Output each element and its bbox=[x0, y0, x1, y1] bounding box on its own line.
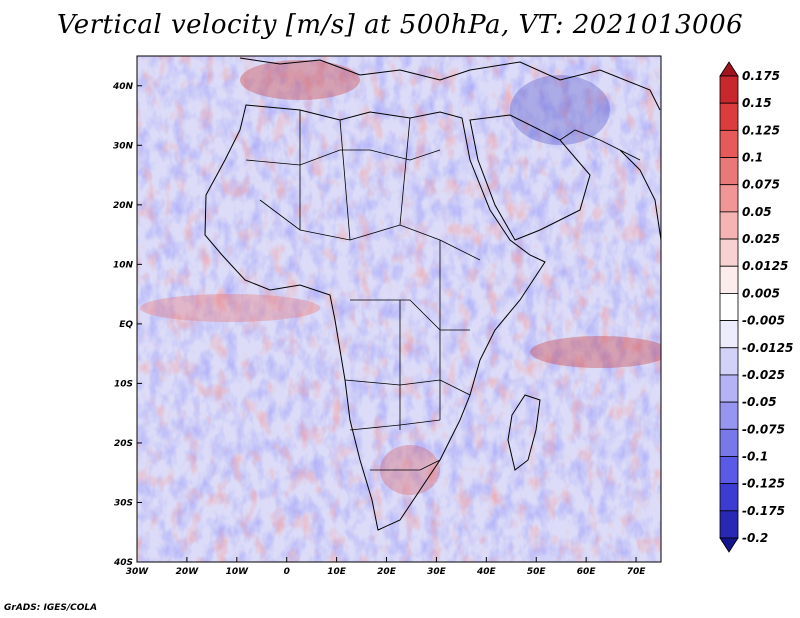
colorbar-segment bbox=[719, 238, 739, 267]
lon-tick-label: 30W bbox=[126, 567, 150, 577]
lat-tick-label: 30S bbox=[114, 498, 133, 508]
lat-tick-label: 30N bbox=[113, 141, 134, 151]
colorbar-segment bbox=[719, 265, 739, 294]
madagascar-coastline bbox=[507, 394, 541, 471]
colorbar-segment bbox=[719, 157, 739, 186]
credit-label: GrADS: IGES/COLA bbox=[4, 603, 98, 613]
africa-coastline bbox=[204, 104, 546, 531]
colorbar-segment bbox=[719, 510, 739, 539]
colorbar-label: 0.05 bbox=[742, 205, 772, 219]
colorbar-segment bbox=[719, 428, 739, 457]
colorbar: 0.175 0.15 0.125 0.1 0.075 0.05 0.025 0.0125 0.0… bbox=[719, 61, 793, 553]
colorbar-segment bbox=[719, 456, 739, 485]
coastlines bbox=[204, 57, 661, 531]
lon-tick-label: 10E bbox=[327, 567, 347, 577]
lat-tick-label: 20N bbox=[113, 201, 134, 211]
colorbar-label: -0.005 bbox=[742, 314, 785, 328]
india-coastline bbox=[619, 149, 661, 241]
colorbar-segment bbox=[719, 102, 739, 131]
colorbar-label: 0.075 bbox=[742, 178, 780, 192]
colorbar-label: -0.175 bbox=[742, 504, 785, 518]
lon-tick-label: 40E bbox=[476, 567, 497, 577]
lon-tick-label: 60E bbox=[577, 567, 597, 577]
lon-tick-label: 30E bbox=[427, 567, 447, 577]
colorbar-label: -0.125 bbox=[742, 477, 785, 491]
lat-tick-label: 40N bbox=[112, 82, 134, 92]
colorbar-bottom-arrow bbox=[719, 537, 739, 553]
map-title: Vertical velocity [m/s] at 500hPa, VT: 2… bbox=[56, 10, 744, 40]
colorbar-segment bbox=[719, 347, 739, 376]
colorbar-segment bbox=[719, 75, 739, 104]
colorbar-segment bbox=[719, 293, 739, 321]
colorbar-segment bbox=[719, 211, 739, 240]
lon-tick-label: 20E bbox=[377, 567, 397, 577]
colorbar-label: -0.05 bbox=[742, 395, 777, 409]
colorbar-segment bbox=[719, 401, 739, 430]
colorbar-label: 0.125 bbox=[742, 123, 780, 137]
colorbar-label: -0.025 bbox=[742, 368, 785, 382]
colorbar-label: 0.15 bbox=[742, 96, 772, 110]
colorbar-segment bbox=[719, 129, 739, 158]
lon-tick-label: 10W bbox=[226, 567, 250, 577]
colorbar-label: -0.2 bbox=[742, 531, 768, 545]
arabia-coastline bbox=[469, 114, 591, 241]
axis-ticks: 30W 20W 10W 0 10E 20E 30E 40E 50E 60E 70E 40N 30N 20N… bbox=[112, 82, 646, 577]
lon-tick-label: 20W bbox=[176, 567, 200, 577]
europe-coastline bbox=[239, 57, 661, 111]
colorbar-label: -0.075 bbox=[742, 422, 785, 436]
colorbar-label: 0.0125 bbox=[742, 259, 788, 273]
lat-tick-label: 10S bbox=[114, 379, 133, 389]
colorbar-label: 0.1 bbox=[742, 151, 763, 165]
lat-tick-label: 10N bbox=[113, 260, 134, 270]
colorbar-label: 0.025 bbox=[742, 232, 780, 246]
colorbar-segment bbox=[719, 483, 739, 512]
lat-tick-label: EQ bbox=[119, 320, 133, 330]
colorbar-segment bbox=[719, 184, 739, 213]
lat-tick-label: 40S bbox=[113, 558, 133, 568]
colorbar-label: 0.005 bbox=[742, 286, 780, 300]
colorbar-label: 0.175 bbox=[742, 69, 780, 83]
lon-tick-label: 70E bbox=[627, 567, 647, 577]
colorbar-top-arrow bbox=[719, 61, 739, 77]
colorbar-label: -0.1 bbox=[742, 449, 768, 463]
colorbar-segment bbox=[719, 320, 739, 349]
velocity-field bbox=[137, 56, 661, 562]
lat-tick-label: 20S bbox=[114, 439, 133, 449]
map-frame bbox=[136, 55, 662, 563]
colorbar-label: -0.0125 bbox=[742, 341, 793, 355]
colorbar-segment bbox=[719, 374, 739, 403]
lon-tick-label: 0 bbox=[284, 567, 290, 577]
lon-tick-label: 50E bbox=[527, 567, 547, 577]
